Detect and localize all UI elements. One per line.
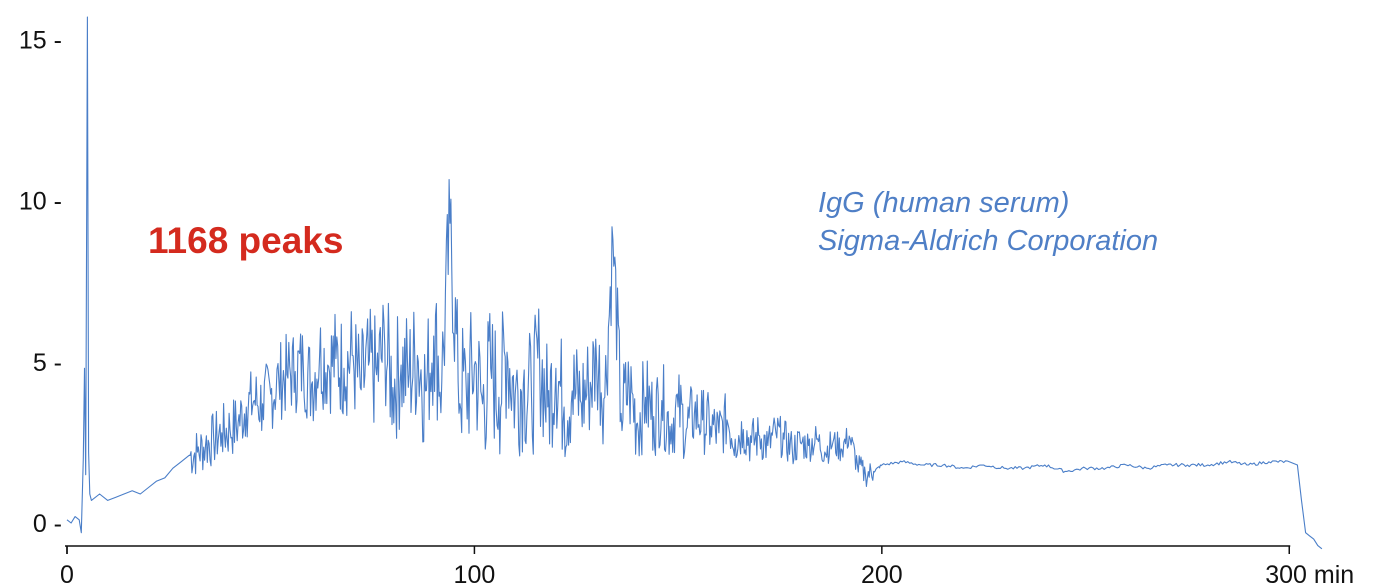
y-ticks: 0 - 5 - 10 - 15 - [19, 27, 62, 538]
x-tick-label: 0 [60, 561, 74, 587]
x-tick-label: 300 min [1265, 561, 1354, 587]
sample-supplier: Sigma-Aldrich Corporation [818, 225, 1159, 257]
y-tick-label: 5 - [33, 349, 62, 377]
x-tick-label: 100 [454, 561, 496, 587]
x-ticks: 0 100 200 300 min [60, 546, 1354, 587]
y-tick-label: 10 - [19, 188, 62, 216]
y-tick-label: 15 - [19, 27, 62, 55]
x-tick-label: 200 [861, 561, 903, 587]
chromatogram-trace [66, 16, 1323, 550]
sample-description: IgG (human serum) Sigma-Aldrich Corporat… [818, 184, 1158, 260]
sample-name: IgG (human serum) [818, 187, 1070, 219]
peak-count-label: 1168 peaks [148, 220, 344, 261]
axes [65, 545, 1291, 554]
y-tick-label: 0 - [33, 510, 62, 538]
